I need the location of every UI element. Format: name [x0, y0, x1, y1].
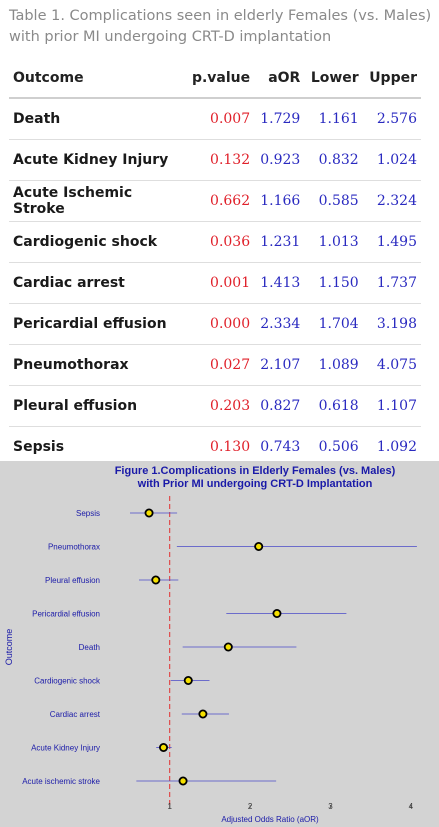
cell-upper: 4.075 — [362, 344, 421, 386]
cell-outcome: Acute Kidney Injury — [9, 139, 185, 181]
cell-upper: 1.107 — [362, 385, 421, 427]
x-axis-label: Adjusted Odds Ratio (aOR) — [221, 815, 319, 824]
y-tick-label: Cardiogenic shock — [34, 677, 101, 686]
cell-aor: 1.729 — [254, 98, 305, 140]
cell-pvalue: 0.000 — [185, 303, 255, 345]
table-row: Acute Kidney Injury 0.132 0.923 0.832 1.024 — [9, 139, 421, 181]
y-tick-label: Acute Kidney Injury — [31, 744, 100, 753]
cell-lower: 0.585 — [304, 180, 363, 222]
cell-lower: 0.618 — [304, 385, 363, 427]
cell-aor: 1.231 — [254, 221, 305, 263]
complications-table: Outcome p.value aOR Lower Upper Death 0.0… — [9, 59, 421, 468]
cell-pvalue: 0.007 — [185, 98, 255, 140]
point-estimate — [183, 675, 193, 685]
table-header-row: Outcome p.value aOR Lower Upper — [9, 59, 421, 99]
chart-title-line: Figure 1.Complications in Elderly Female… — [115, 465, 396, 477]
y-tick-label: Pericardial effusion — [32, 610, 100, 619]
forest-plot-figure: Figure 1.Complications in Elderly Female… — [0, 461, 439, 827]
cell-lower: 1.161 — [304, 98, 363, 140]
cell-outcome: Pleural effusion — [9, 385, 185, 427]
point-estimate — [144, 508, 154, 518]
point-estimate — [159, 742, 169, 752]
cell-aor: 1.413 — [254, 262, 305, 304]
y-tick-label: Acute ischemic stroke — [22, 777, 100, 786]
point-estimate — [178, 776, 188, 786]
table-row: Acute Ischemic Stroke 0.662 1.166 0.585 2.32… — [9, 180, 421, 222]
cell-lower: 1.013 — [304, 221, 363, 263]
table-row: Pneumothorax 0.027 2.107 1.089 4.075 — [9, 344, 421, 386]
cell-pvalue: 0.203 — [185, 385, 255, 427]
x-tick-label: 3 — [328, 802, 333, 811]
cell-upper: 2.576 — [362, 98, 421, 140]
cell-outcome: Acute Ischemic Stroke — [9, 180, 185, 222]
col-header-outcome: Outcome — [9, 59, 185, 99]
col-header-aor: aOR — [254, 59, 305, 99]
cell-pvalue: 0.132 — [185, 139, 255, 181]
cell-lower: 1.704 — [304, 303, 363, 345]
y-tick-label: Pleural effusion — [45, 576, 100, 585]
cell-lower: 1.150 — [304, 262, 363, 304]
x-tick-label: 2 — [248, 802, 253, 811]
cell-outcome: Pericardial effusion — [9, 303, 185, 345]
point-estimate — [272, 608, 282, 618]
cell-pvalue: 0.001 — [185, 262, 255, 304]
x-tick-label: 4 — [409, 802, 414, 811]
cell-upper: 1.024 — [362, 139, 421, 181]
col-header-lower: Lower — [304, 59, 363, 99]
table-caption: Table 1. Complications seen in elderly F… — [9, 8, 432, 45]
point-estimate — [151, 575, 161, 585]
cell-upper: 3.198 — [362, 303, 421, 345]
table-row: Cardiogenic shock 0.036 1.231 1.013 1.495 — [9, 221, 421, 263]
cell-aor: 1.166 — [254, 180, 305, 222]
cell-lower: 1.089 — [304, 344, 363, 386]
table-row: Death 0.007 1.729 1.161 2.576 — [9, 98, 421, 140]
chart-title-line: with Prior MI undergoing CRT-D Implantat… — [137, 478, 373, 490]
y-tick-label: Death — [79, 643, 100, 652]
cell-outcome: Cardiac arrest — [9, 262, 185, 304]
table-row: Pericardial effusion 0.000 2.334 1.704 3.198 — [9, 303, 421, 345]
cell-aor: 2.334 — [254, 303, 305, 345]
cell-aor: 0.827 — [254, 385, 305, 427]
cell-aor: 2.107 — [254, 344, 305, 386]
table-body: Death 0.007 1.729 1.161 2.576 Acute Kidney In… — [9, 98, 421, 468]
cell-pvalue: 0.027 — [185, 344, 255, 386]
cell-upper: 2.324 — [362, 180, 421, 222]
cell-aor: 0.923 — [254, 139, 305, 181]
y-tick-label: Sepsis — [76, 509, 100, 518]
cell-pvalue: 0.662 — [185, 180, 255, 222]
cell-upper: 1.495 — [362, 221, 421, 263]
table-row: Cardiac arrest 0.001 1.413 1.150 1.737 — [9, 262, 421, 304]
point-estimate — [198, 709, 208, 719]
y-tick-label: Pneumothorax — [48, 543, 100, 552]
cell-outcome: Pneumothorax — [9, 344, 185, 386]
col-header-pvalue: p.value — [185, 59, 255, 99]
y-tick-label: Cardiac arrest — [50, 710, 101, 719]
point-estimate — [223, 642, 233, 652]
forest-plot: Figure 1.Complications in Elderly Female… — [4, 465, 417, 824]
cell-outcome: Death — [9, 98, 185, 140]
cell-lower: 0.832 — [304, 139, 363, 181]
table-row: Pleural effusion 0.203 0.827 0.618 1.107 — [9, 385, 421, 427]
x-tick-label: 1 — [167, 802, 172, 811]
cell-upper: 1.737 — [362, 262, 421, 304]
cell-pvalue: 0.036 — [185, 221, 255, 263]
y-axis-label: Outcome — [4, 629, 14, 666]
cell-outcome: Cardiogenic shock — [9, 221, 185, 263]
col-header-upper: Upper — [362, 59, 421, 99]
point-estimate — [254, 542, 264, 552]
